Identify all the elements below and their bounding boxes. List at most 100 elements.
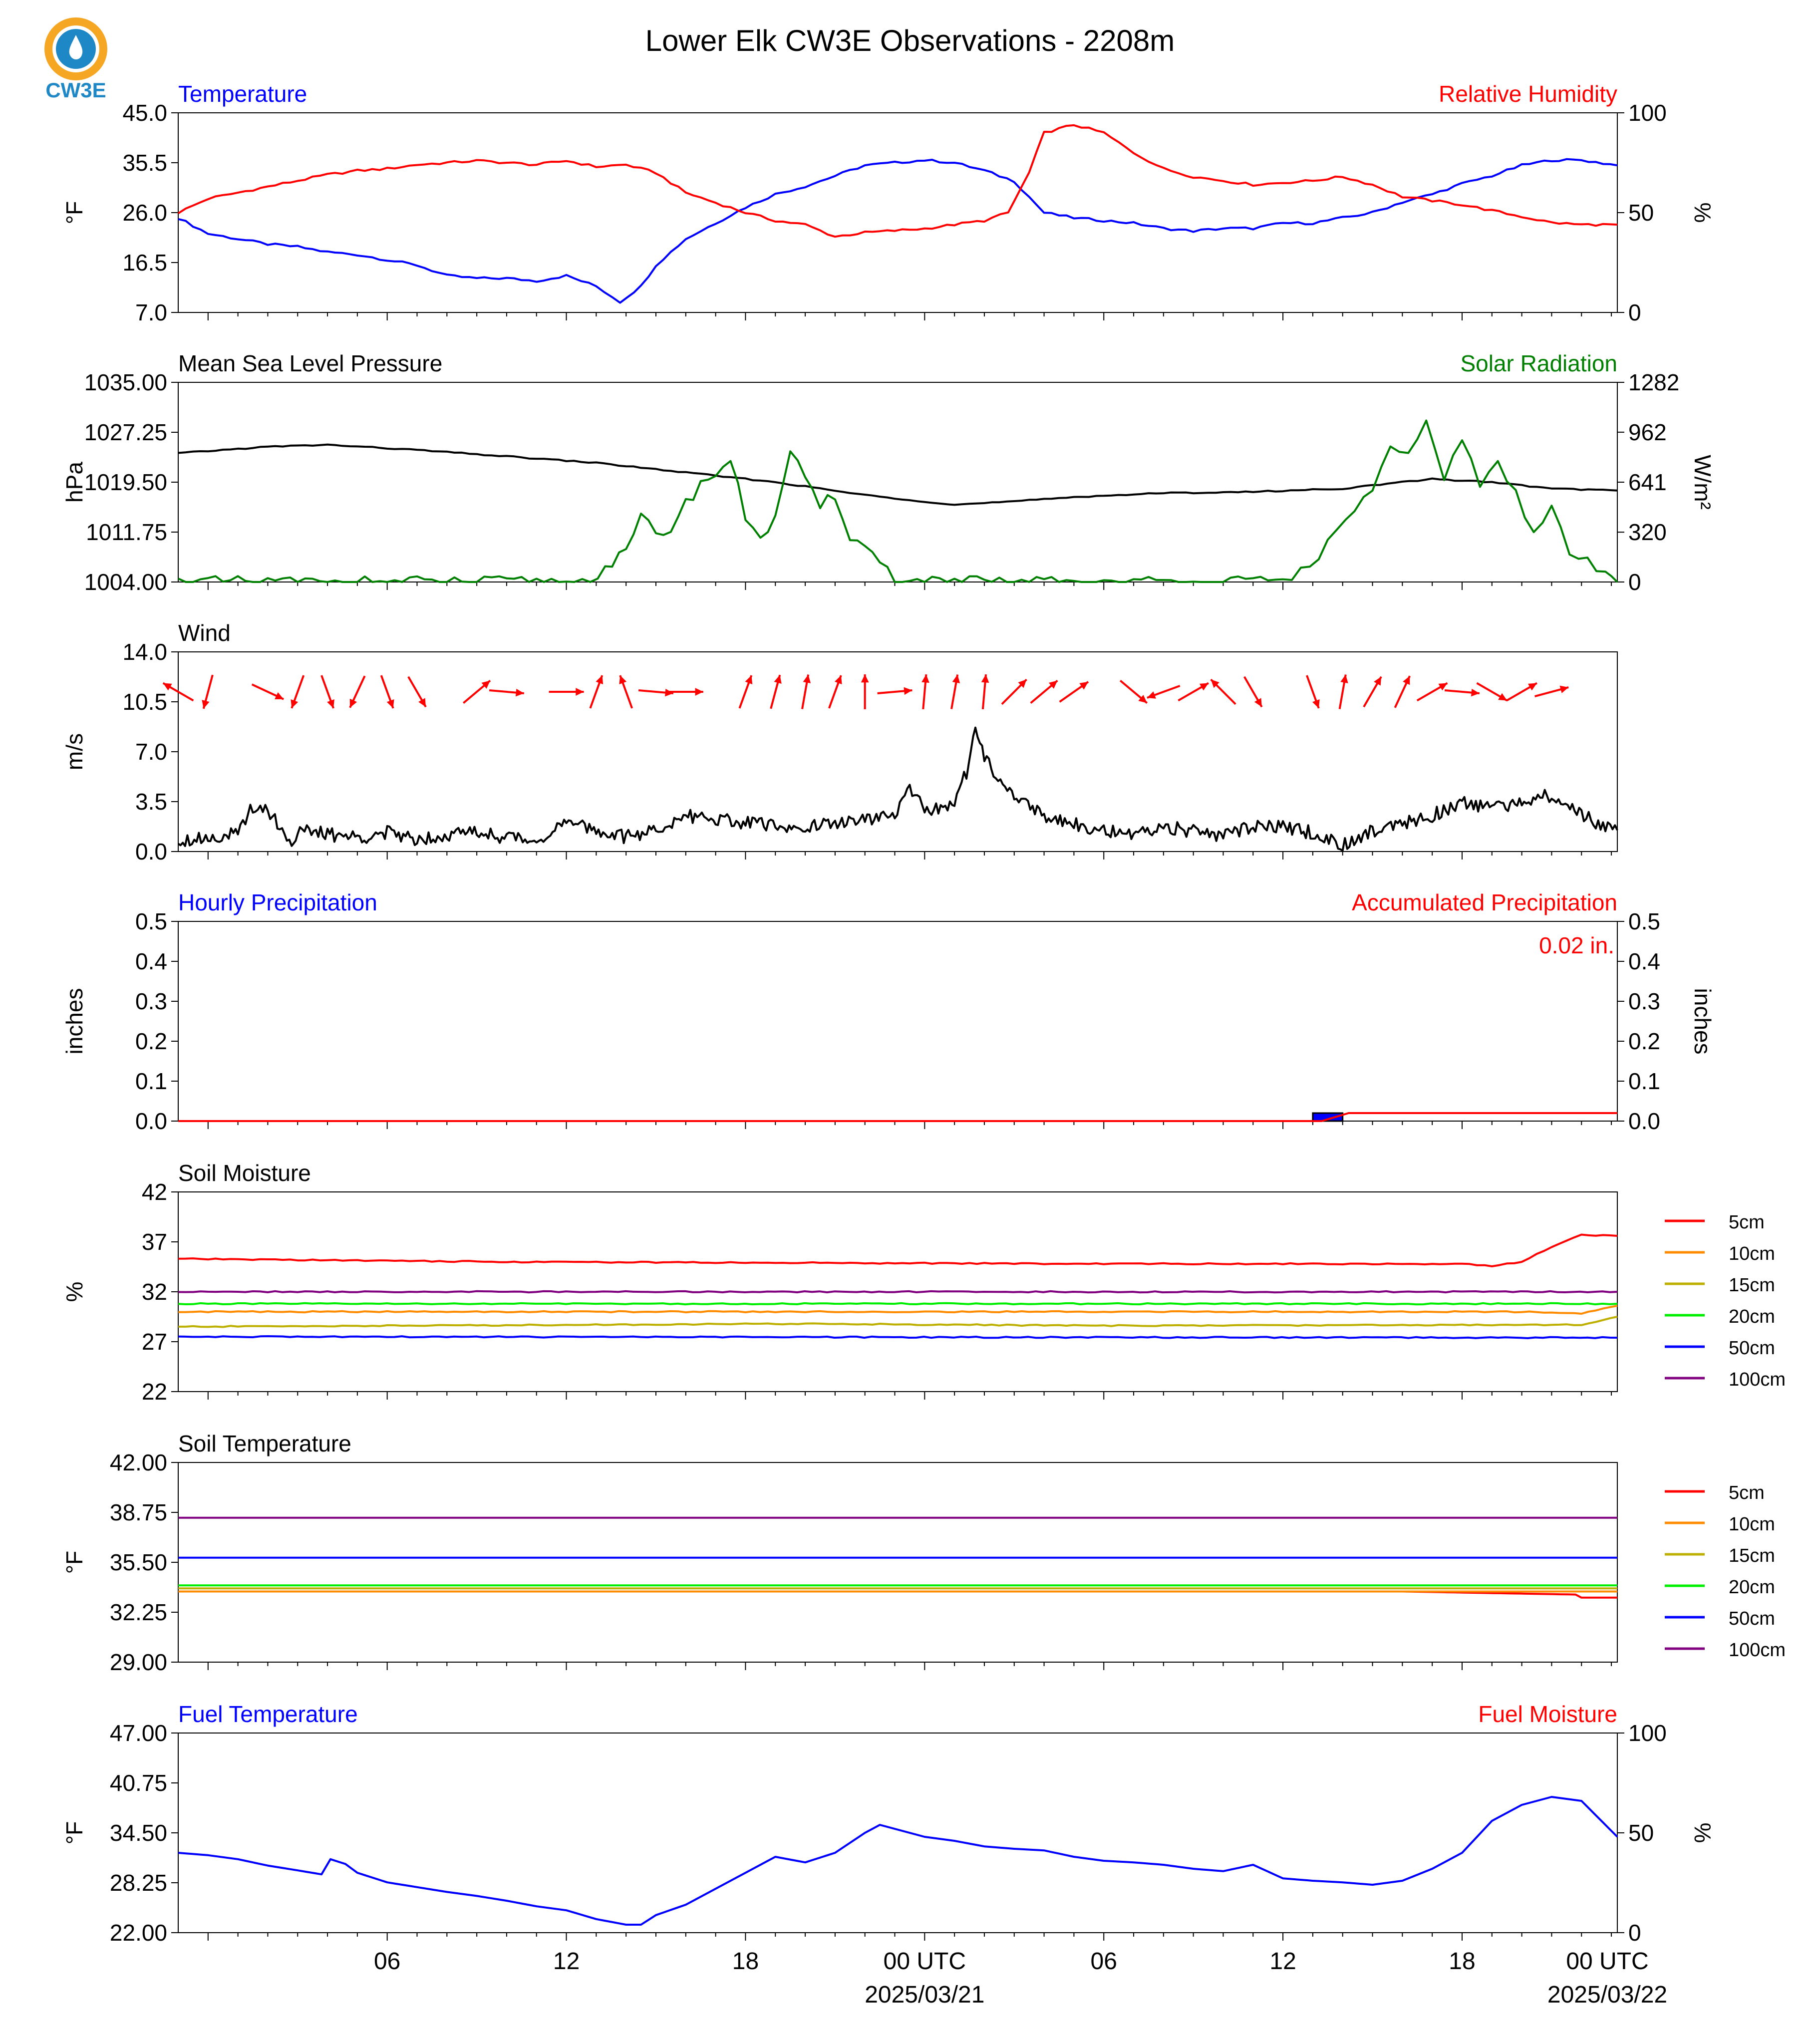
y-tick-label: 27 (142, 1329, 167, 1355)
series-line-50cm (178, 1335, 1618, 1339)
wind-arrow (861, 674, 869, 709)
panel-5: Soil Moisture4237322722%5cm10cm15cm20cm5… (61, 1160, 1786, 1405)
wind-arrow (801, 674, 811, 709)
y-tick-label: 0.2 (135, 1028, 167, 1054)
y-tick-label: 45.0 (122, 100, 167, 126)
series-line-fuel-temperature (178, 1796, 1618, 1926)
x-tick-label: 06 (374, 1948, 400, 1975)
panels: Temperature Relative Humidity 45.0 35.5 26.0… (61, 81, 1786, 1946)
y2-axis-label: % (1690, 1823, 1716, 1843)
wind-arrow (1059, 681, 1089, 703)
y2-axis-label: W/m² (1690, 455, 1716, 510)
y-tick-label: 3.5 (135, 789, 167, 815)
y-tick-label: 32.25 (110, 1599, 167, 1625)
panel-right-title: Relative Humidity (1439, 81, 1617, 107)
panel-left-title: Soil Temperature (178, 1431, 351, 1456)
y-tick-label: 1019.50 (84, 469, 167, 495)
panel-3: Wind 14.0 10.5 7.0 3.5 0.0 m/s (61, 620, 1618, 865)
y-tick-label: 35.5 (122, 150, 167, 176)
legend-label: 20cm (1729, 1577, 1775, 1598)
y2-tick-label: 0 (1628, 1920, 1641, 1946)
y-axis-label: % (61, 1282, 87, 1302)
series-line-relative-humidity (177, 124, 1618, 238)
legend: 5cm 10cm 15cm 20cm 50cm 100cm (1665, 1482, 1786, 1661)
wind-arrow (549, 688, 584, 696)
series-line-accumulated-precipitation (178, 1112, 1617, 1122)
legend-label: 20cm (1729, 1306, 1775, 1327)
wind-arrow (638, 688, 674, 697)
panel-7: Fuel Temperature Fuel Moisture 47.00 40.75 3… (61, 1701, 1716, 1946)
panel-left-title: Temperature (178, 81, 307, 107)
series-line-10cm (178, 1305, 1618, 1315)
series-line-15cm (178, 1316, 1618, 1328)
y-axis-label: inches (61, 988, 87, 1055)
legend: 5cm 10cm 15cm 20cm 50cm 100cm (1665, 1212, 1786, 1390)
wind-arrow (251, 683, 285, 700)
legend-label: 5cm (1729, 1482, 1765, 1503)
y-tick-label: 42.00 (110, 1449, 167, 1475)
wind-arrow (1210, 678, 1236, 705)
y2-tick-label: 1282 (1628, 369, 1679, 395)
legend-label: 5cm (1729, 1212, 1765, 1233)
panel-right-title: Solar Radiation (1460, 350, 1617, 376)
y-tick-label: 38.75 (110, 1499, 167, 1525)
wind-arrow (1030, 679, 1058, 704)
panel-left-title: Soil Moisture (178, 1160, 311, 1186)
legend-label: 15cm (1729, 1545, 1775, 1566)
wind-arrow (1119, 679, 1148, 704)
y-tick-label: 1011.75 (86, 519, 167, 545)
y2-tick-label: 0.4 (1628, 948, 1660, 974)
y2-tick-label: 0.2 (1628, 1028, 1660, 1054)
panel-left-title: Fuel Temperature (178, 1701, 358, 1727)
y-axis-label: m/s (61, 733, 87, 770)
legend-label: 10cm (1729, 1243, 1775, 1264)
y2-tick-label: 0 (1628, 569, 1641, 595)
wind-arrow (738, 675, 753, 709)
y2-tick-label: 100 (1628, 100, 1667, 126)
wind-arrow (668, 688, 703, 696)
drop-shape-icon (69, 35, 83, 59)
wind-arrow (981, 674, 989, 710)
wind-arrow (463, 679, 491, 704)
wind-arrow (770, 674, 782, 709)
y2-tick-label: 0.0 (1628, 1108, 1660, 1134)
y-tick-label: 22 (142, 1379, 167, 1405)
series-line-20cm (178, 1302, 1618, 1306)
y2-tick-label: 50 (1628, 200, 1654, 226)
series-line-solar-radiation (178, 419, 1618, 583)
series-line-100cm (178, 1290, 1618, 1294)
wind-arrow (1243, 676, 1263, 708)
accumulated-annotation: 0.02 in. (1539, 932, 1614, 958)
y-tick-label: 10.5 (122, 689, 167, 715)
wind-arrow (202, 674, 214, 709)
series-line-5cm (178, 1233, 1618, 1267)
y2-tick-label: 100 (1628, 1720, 1667, 1746)
panel-right-title: Fuel Moisture (1478, 1701, 1617, 1727)
series-line-wind-speed (177, 726, 1618, 852)
wind-arrow (877, 687, 912, 695)
wind-arrow (349, 675, 366, 708)
wind-arrow (1534, 685, 1569, 697)
y-tick-label: 26.0 (122, 200, 167, 226)
wind-arrows (162, 674, 1569, 710)
wind-arrow (162, 682, 194, 702)
y-tick-label: 40.75 (110, 1770, 167, 1796)
y-tick-label: 32 (142, 1279, 167, 1305)
wind-arrow (1363, 676, 1382, 708)
y-tick-label: 0.0 (135, 839, 167, 865)
y-tick-label: 14.0 (122, 639, 167, 665)
y-tick-label: 7.0 (135, 299, 167, 325)
panel-right-title: Accumulated Precipitation (1352, 889, 1617, 915)
y-tick-label: 29.00 (110, 1649, 167, 1675)
y-tick-label: 0.3 (135, 988, 167, 1014)
y-axis-label: hPa (61, 462, 87, 503)
wind-arrow (1338, 674, 1348, 709)
y2-tick-label: 0.1 (1628, 1068, 1660, 1094)
wind-arrow (1147, 685, 1181, 699)
y-tick-label: 0.0 (135, 1108, 167, 1134)
y-tick-label: 0.1 (135, 1068, 167, 1094)
panel-1: Temperature Relative Humidity 45.0 35.5 26.0… (61, 81, 1716, 325)
panel-left-title: Mean Sea Level Pressure (178, 350, 442, 376)
wind-arrow (619, 675, 633, 709)
